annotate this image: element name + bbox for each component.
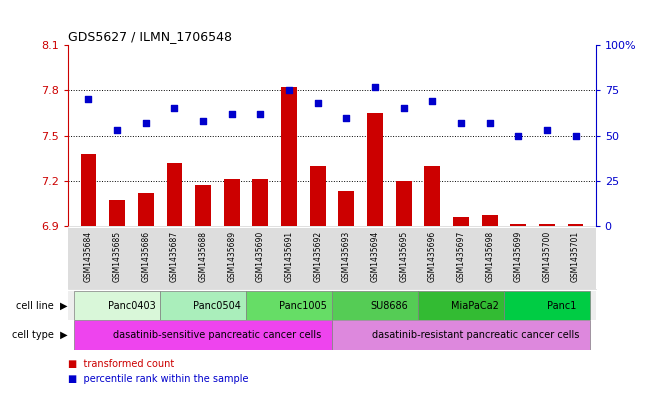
Point — [513, 132, 523, 139]
Bar — [418, 291, 504, 320]
Text: GSM1435699: GSM1435699 — [514, 231, 523, 282]
Bar — [281, 87, 297, 226]
Bar — [74, 320, 332, 350]
Text: GSM1435697: GSM1435697 — [456, 231, 465, 282]
Bar — [396, 181, 411, 226]
Bar — [367, 113, 383, 226]
Bar — [482, 215, 497, 226]
Bar — [246, 291, 332, 320]
Bar — [339, 191, 354, 226]
Text: ■  transformed count: ■ transformed count — [68, 358, 174, 369]
Bar — [167, 163, 182, 226]
Point — [198, 118, 208, 124]
Text: GSM1435687: GSM1435687 — [170, 231, 179, 282]
Text: GSM1435695: GSM1435695 — [399, 231, 408, 282]
Text: cell type  ▶: cell type ▶ — [12, 330, 68, 340]
Text: GSM1435692: GSM1435692 — [313, 231, 322, 282]
Point — [484, 120, 495, 126]
Text: Panc0403: Panc0403 — [107, 301, 156, 310]
Text: Panc1: Panc1 — [547, 301, 576, 310]
Text: GSM1435689: GSM1435689 — [227, 231, 236, 282]
Bar — [424, 166, 440, 226]
Point — [312, 100, 323, 106]
Text: GSM1435685: GSM1435685 — [113, 231, 122, 282]
Text: dasatinib-resistant pancreatic cancer cells: dasatinib-resistant pancreatic cancer ce… — [372, 330, 579, 340]
Text: ■  percentile rank within the sample: ■ percentile rank within the sample — [68, 374, 249, 384]
Text: GSM1435700: GSM1435700 — [542, 231, 551, 282]
Text: GSM1435701: GSM1435701 — [571, 231, 580, 282]
Text: GDS5627 / ILMN_1706548: GDS5627 / ILMN_1706548 — [68, 29, 232, 42]
Text: MiaPaCa2: MiaPaCa2 — [451, 301, 499, 310]
Bar — [195, 185, 211, 226]
Point — [112, 127, 122, 133]
Text: GSM1435688: GSM1435688 — [199, 231, 208, 282]
Bar — [253, 179, 268, 226]
Point — [169, 105, 180, 112]
Bar — [453, 217, 469, 226]
Text: dasatinib-sensitive pancreatic cancer cells: dasatinib-sensitive pancreatic cancer ce… — [113, 330, 322, 340]
Point — [427, 98, 437, 105]
Text: Panc0504: Panc0504 — [193, 301, 242, 310]
Point — [141, 120, 151, 126]
Bar — [310, 166, 326, 226]
Text: GSM1435694: GSM1435694 — [370, 231, 380, 282]
Text: Panc1005: Panc1005 — [279, 301, 327, 310]
Text: GSM1435698: GSM1435698 — [485, 231, 494, 282]
Text: GSM1435690: GSM1435690 — [256, 231, 265, 282]
Point — [398, 105, 409, 112]
Bar — [224, 179, 240, 226]
Point — [370, 84, 380, 90]
Point — [570, 132, 581, 139]
Bar — [138, 193, 154, 226]
Point — [456, 120, 466, 126]
Text: SU8686: SU8686 — [370, 301, 408, 310]
Point — [255, 111, 266, 117]
Bar — [332, 291, 418, 320]
Text: GSM1435686: GSM1435686 — [141, 231, 150, 282]
Bar — [568, 224, 583, 226]
Bar — [332, 320, 590, 350]
Text: GSM1435684: GSM1435684 — [84, 231, 93, 282]
Bar — [539, 224, 555, 226]
Bar — [510, 224, 526, 226]
Text: cell line  ▶: cell line ▶ — [16, 301, 68, 310]
Bar — [109, 200, 125, 226]
Text: GSM1435693: GSM1435693 — [342, 231, 351, 282]
Text: GSM1435691: GSM1435691 — [284, 231, 294, 282]
Bar — [160, 291, 246, 320]
Point — [284, 87, 294, 94]
Bar — [81, 154, 96, 226]
Bar — [74, 291, 160, 320]
Point — [341, 114, 352, 121]
Point — [542, 127, 552, 133]
Point — [83, 96, 94, 103]
Point — [227, 111, 237, 117]
Bar — [504, 291, 590, 320]
Text: GSM1435696: GSM1435696 — [428, 231, 437, 282]
